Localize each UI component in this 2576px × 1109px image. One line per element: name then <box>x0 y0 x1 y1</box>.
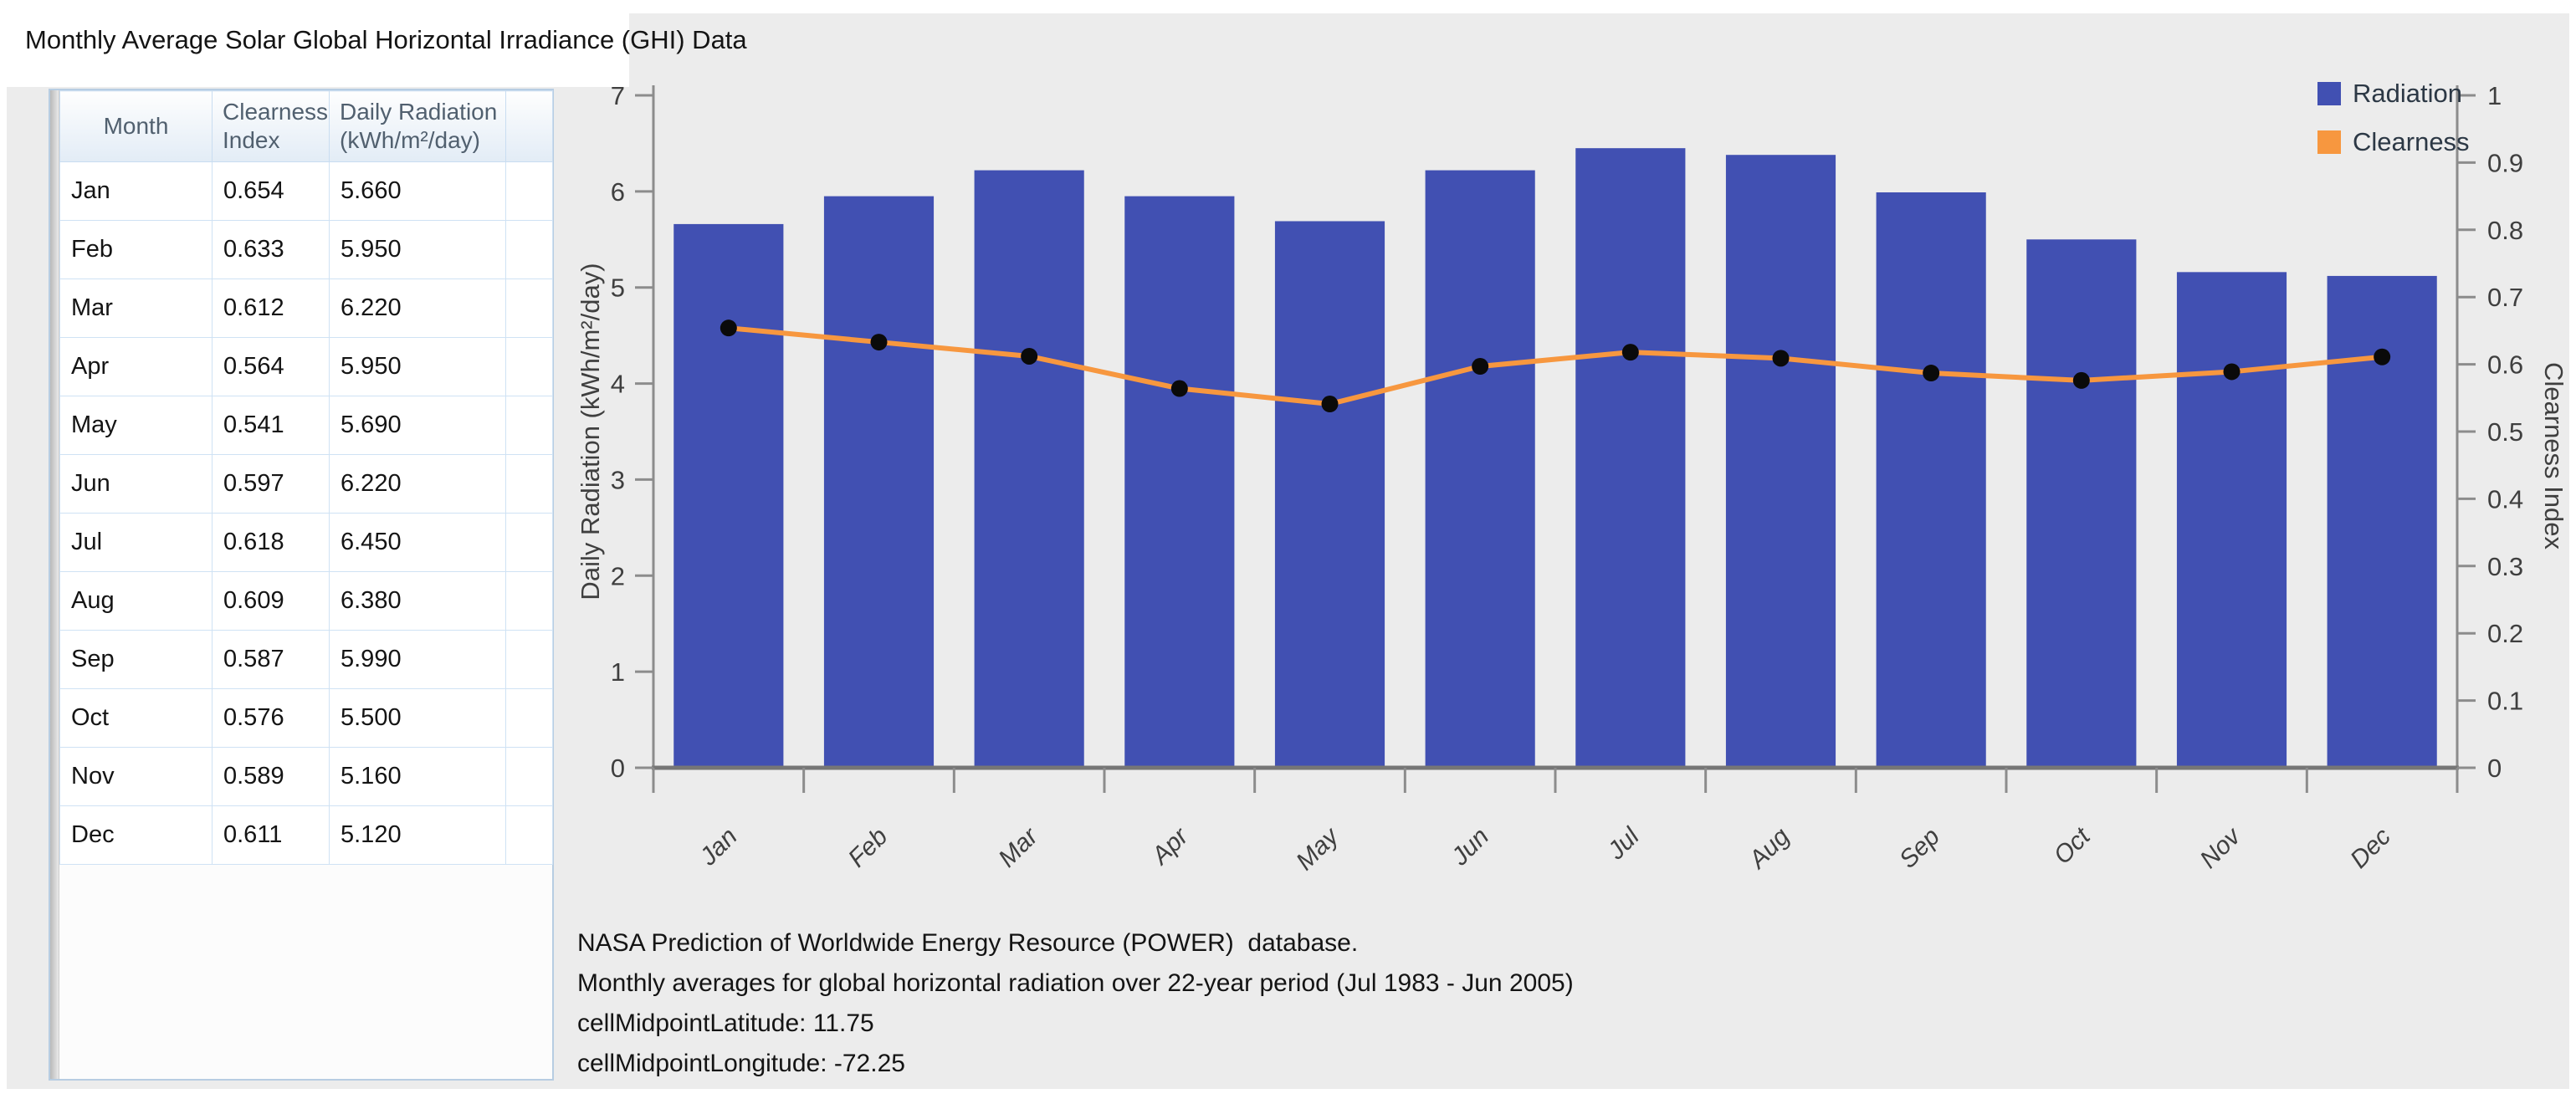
col-header-month: Month <box>59 90 213 162</box>
daily-radiation-cell[interactable]: 5.500 <box>329 688 506 748</box>
clearness-index-cell[interactable]: 0.564 <box>212 337 330 396</box>
table-row-may: May 0.541 5.690 <box>59 396 553 455</box>
clearness-index-cell[interactable]: 0.576 <box>212 688 330 748</box>
table-row-feb: Feb 0.633 5.950 <box>59 220 553 279</box>
source-line-latitude: cellMidpointLatitude: 11.75 <box>577 1009 874 1037</box>
source-notes: NASA Prediction of Worldwide Energy Reso… <box>577 923 1574 1084</box>
clearness-index-cell[interactable]: 0.612 <box>212 279 330 338</box>
daily-radiation-cell[interactable]: 6.380 <box>329 571 506 631</box>
month-cell[interactable]: Aug <box>59 571 213 631</box>
clearness-index-cell[interactable]: 0.587 <box>212 630 330 689</box>
daily-radiation-cell[interactable]: 6.220 <box>329 454 506 514</box>
table-row-sep: Sep 0.587 5.990 <box>59 630 553 689</box>
month-cell[interactable]: May <box>59 396 213 455</box>
table-row-oct: Oct 0.576 5.500 <box>59 688 553 748</box>
radiation-swatch-icon <box>2317 82 2341 105</box>
source-line-longitude: cellMidpointLongitude: -72.25 <box>577 1050 905 1077</box>
daily-radiation-cell[interactable]: 5.690 <box>329 396 506 455</box>
table-row-jul: Jul 0.618 6.450 <box>59 513 553 572</box>
chart-legend: Radiation Clearness <box>2317 79 2470 179</box>
spacer-cell <box>505 513 553 572</box>
daily-radiation-cell[interactable]: 6.450 <box>329 513 506 572</box>
month-cell[interactable]: Oct <box>59 688 213 748</box>
table-row-jun: Jun 0.597 6.220 <box>59 454 553 514</box>
month-cell[interactable]: Apr <box>59 337 213 396</box>
clearness-index-cell[interactable]: 0.609 <box>212 571 330 631</box>
spacer-cell <box>505 220 553 279</box>
month-cell[interactable]: Jul <box>59 513 213 572</box>
spacer-cell <box>505 279 553 338</box>
row-indicator-strip <box>50 90 59 1079</box>
clearness-index-cell[interactable]: 0.611 <box>212 805 330 865</box>
month-cell[interactable]: Nov <box>59 747 213 806</box>
col-header-clearness-index: Clearness Index <box>212 90 330 162</box>
page-title: Monthly Average Solar Global Horizontal … <box>25 25 747 54</box>
legend-item-clearness: Clearness <box>2317 127 2470 156</box>
spacer-cell <box>505 747 553 806</box>
spacer-cell <box>505 454 553 514</box>
daily-radiation-cell[interactable]: 5.160 <box>329 747 506 806</box>
month-cell[interactable]: Jun <box>59 454 213 514</box>
spacer-cell <box>505 161 553 221</box>
spacer-cell <box>505 688 553 748</box>
month-cell[interactable]: Sep <box>59 630 213 689</box>
daily-radiation-cell[interactable]: 5.950 <box>329 220 506 279</box>
legend-label-clearness: Clearness <box>2353 127 2470 156</box>
monthly-data-table: Month Clearness Index Daily Radiation (k… <box>59 90 553 865</box>
spacer-cell <box>505 396 553 455</box>
clearness-index-cell[interactable]: 0.633 <box>212 220 330 279</box>
month-cell[interactable]: Feb <box>59 220 213 279</box>
table-row-nov: Nov 0.589 5.160 <box>59 747 553 806</box>
clearness-index-cell[interactable]: 0.541 <box>212 396 330 455</box>
clearness-index-cell[interactable]: 0.589 <box>212 747 330 806</box>
daily-radiation-cell[interactable]: 5.990 <box>329 630 506 689</box>
source-line-database: NASA Prediction of Worldwide Energy Reso… <box>577 929 1359 957</box>
daily-radiation-cell[interactable]: 5.950 <box>329 337 506 396</box>
daily-radiation-cell[interactable]: 5.120 <box>329 805 506 865</box>
table-row-apr: Apr 0.564 5.950 <box>59 337 553 396</box>
clearness-index-cell[interactable]: 0.618 <box>212 513 330 572</box>
clearness-index-cell[interactable]: 0.597 <box>212 454 330 514</box>
spacer-cell <box>505 805 553 865</box>
title-bar: Monthly Average Solar Global Horizontal … <box>0 0 747 87</box>
month-cell[interactable]: Jan <box>59 161 213 221</box>
table-row-mar: Mar 0.612 6.220 <box>59 279 553 338</box>
legend-item-radiation: Radiation <box>2317 79 2470 108</box>
clearness-swatch-icon <box>2317 130 2341 154</box>
table-header-row: Month Clearness Index Daily Radiation (k… <box>59 90 553 162</box>
spacer-cell <box>505 337 553 396</box>
table-row-jan: Jan 0.654 5.660 <box>59 161 553 221</box>
table-row-aug: Aug 0.609 6.380 <box>59 571 553 631</box>
month-cell[interactable]: Mar <box>59 279 213 338</box>
spacer-cell <box>505 571 553 631</box>
source-line-period: Monthly averages for global horizontal r… <box>577 969 1574 997</box>
legend-label-radiation: Radiation <box>2353 79 2462 108</box>
col-header-daily-radiation: Daily Radiation (kWh/m²/day) <box>329 90 506 162</box>
daily-radiation-cell[interactable]: 5.660 <box>329 161 506 221</box>
table-row-dec: Dec 0.611 5.120 <box>59 805 553 865</box>
clearness-index-cell[interactable]: 0.654 <box>212 161 330 221</box>
col-header-spacer <box>505 90 553 162</box>
month-cell[interactable]: Dec <box>59 805 213 865</box>
monthly-data-table-panel: Month Clearness Index Daily Radiation (k… <box>49 89 554 1081</box>
spacer-cell <box>505 630 553 689</box>
daily-radiation-cell[interactable]: 6.220 <box>329 279 506 338</box>
